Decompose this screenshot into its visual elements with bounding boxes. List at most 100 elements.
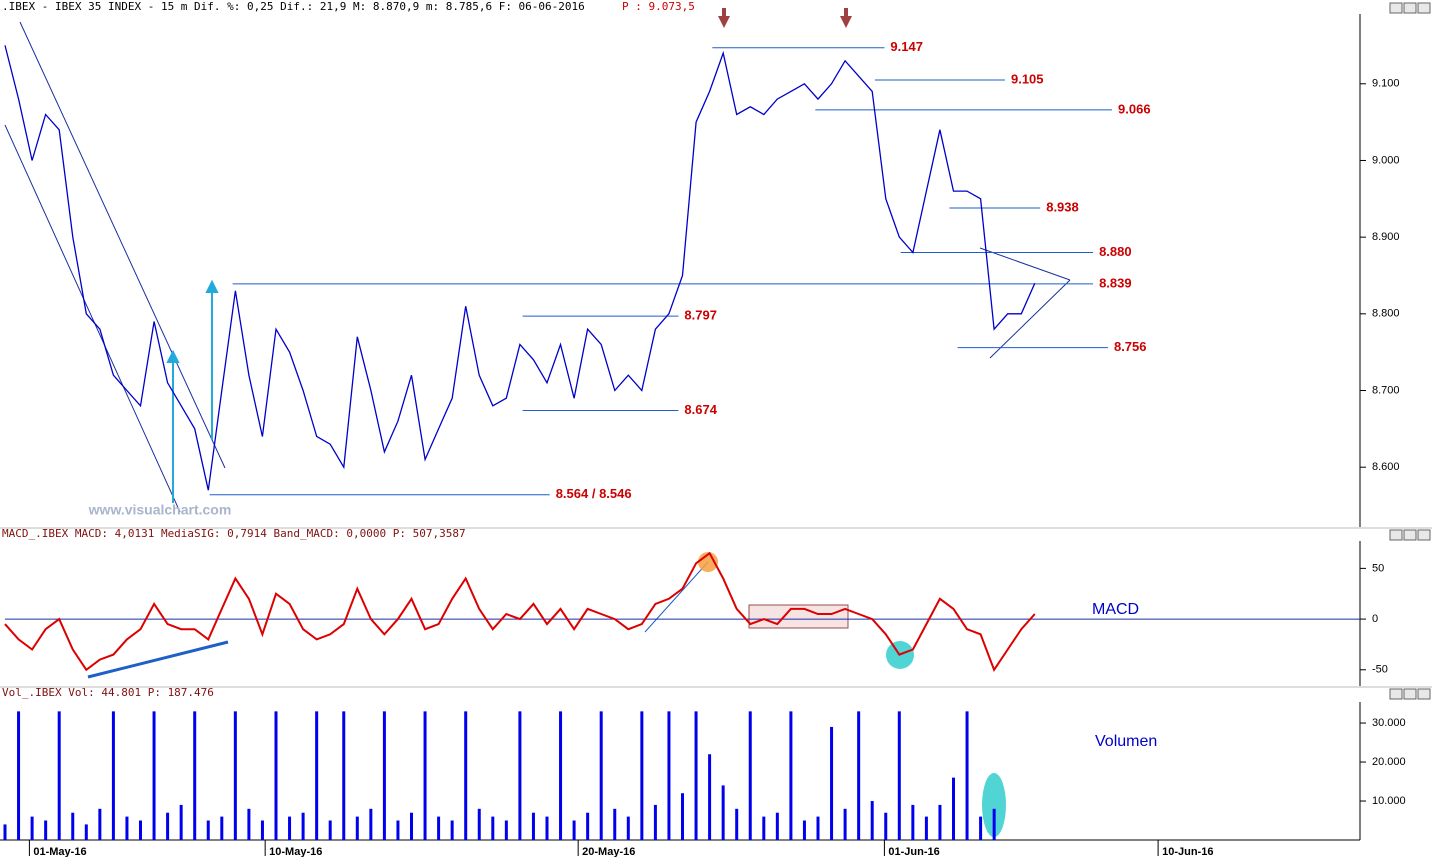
y-tick-label: 10.000: [1372, 795, 1406, 807]
window-buttons[interactable]: [1389, 2, 1431, 700]
volume-bar: [423, 711, 427, 840]
volume-bar: [71, 812, 75, 840]
last-price: P : 9.073,5: [622, 0, 695, 13]
volume-bar: [613, 808, 617, 840]
maximize-button[interactable]: [1403, 529, 1417, 541]
volume-bar: [179, 804, 183, 840]
y-tick-label: 8.800: [1372, 308, 1400, 320]
y-tick-label: 8.600: [1372, 461, 1400, 473]
watermark: www.visualchart.com: [88, 502, 232, 518]
panel-label: MACD: [1092, 601, 1139, 618]
volume-bar: [111, 711, 115, 840]
triangle-line: [989, 279, 1071, 359]
y-tick-label: 9.000: [1372, 154, 1400, 166]
y-tick-label: 20.000: [1372, 756, 1406, 768]
channel-line: [4, 124, 181, 513]
volume-bar: [518, 711, 522, 840]
volume-bar: [450, 820, 454, 840]
volume-bar: [3, 824, 7, 840]
volume-bar: [802, 820, 806, 840]
volume-bar: [708, 754, 712, 840]
volume-bar: [681, 793, 684, 840]
y-tick-label: 8.900: [1372, 231, 1400, 243]
volume-bar: [152, 711, 156, 840]
volume-bar: [57, 711, 61, 840]
volume-bar: [640, 711, 644, 840]
level-label: 8.756: [1114, 339, 1147, 354]
series-line: [4, 551, 1036, 672]
volume-bar: [924, 816, 928, 840]
x-tick-label: 01-Jun-16: [888, 846, 939, 857]
volume-bar: [220, 816, 224, 840]
panel-label: Volumen: [1095, 733, 1157, 750]
y-tick-label: -50: [1372, 664, 1388, 676]
level-label: 9.066: [1118, 101, 1151, 116]
minimize-button[interactable]: [1389, 2, 1403, 14]
volume-bar: [260, 820, 264, 840]
maximize-button[interactable]: [1403, 688, 1417, 700]
volume-bar: [572, 820, 576, 840]
volume-bar: [274, 711, 278, 840]
volume-bar: [477, 808, 481, 840]
volume-bar: [938, 804, 942, 840]
volume-bar: [952, 777, 955, 840]
highlight-ellipse: [982, 773, 1006, 837]
volume-bar: [775, 812, 779, 840]
close-button[interactable]: [1417, 688, 1431, 700]
volume-bar: [166, 812, 170, 840]
level-label: 9.147: [890, 39, 923, 54]
maximize-button[interactable]: [1403, 2, 1417, 14]
volume-bar: [139, 820, 142, 840]
level-label: 8.564 / 8.546: [556, 486, 632, 501]
close-button[interactable]: [1417, 529, 1431, 541]
level-label: 8.938: [1046, 199, 1079, 214]
volume-bar: [870, 801, 874, 840]
volume-bar: [857, 711, 861, 840]
volume-bar: [342, 711, 346, 840]
level-label: 8.839: [1099, 275, 1132, 290]
volume-bar: [789, 711, 793, 840]
volume-bar: [464, 711, 468, 840]
volume-bar: [721, 785, 725, 840]
y-tick-label: 50: [1372, 562, 1384, 574]
triangle-line: [979, 247, 1071, 281]
volume-bar: [504, 820, 508, 840]
volume-bar: [816, 816, 820, 840]
volume-bar: [98, 808, 102, 840]
divergence-line: [644, 561, 709, 633]
minimize-button[interactable]: [1389, 688, 1403, 700]
volume-bar: [491, 816, 495, 840]
volume-bar: [84, 824, 88, 840]
volume-bar: [735, 808, 739, 840]
volume-bar: [437, 816, 441, 840]
volume-bar: [355, 816, 359, 840]
volume-bar: [369, 808, 373, 840]
volume-bar: [586, 812, 590, 840]
volume-bar: [301, 812, 305, 840]
volume-bar: [626, 816, 630, 840]
volume-bar: [17, 711, 21, 840]
y-tick-label: 0: [1372, 613, 1378, 625]
y-tick-label: 30.000: [1372, 717, 1406, 729]
x-tick-label: 10-May-16: [269, 846, 322, 857]
volume-bar: [843, 808, 847, 840]
volume-bar: [559, 711, 563, 840]
volume-bar: [965, 711, 969, 840]
arrow-head: [166, 279, 219, 363]
volume-bar: [193, 711, 197, 840]
close-button[interactable]: [1417, 2, 1431, 14]
minimize-button[interactable]: [1389, 529, 1403, 541]
volume-bar: [44, 820, 48, 840]
volume-header: Vol_.IBEX Vol: 44.801 P: 187.476: [2, 686, 214, 699]
volume-bar: [748, 711, 752, 840]
volume-bar: [830, 726, 834, 840]
volume-bar: [288, 816, 292, 840]
volume-bar: [410, 812, 413, 840]
channel-line: [19, 21, 226, 469]
y-tick-label: 8.700: [1372, 384, 1400, 396]
x-tick-label: 01-May-16: [33, 846, 86, 857]
level-label: 9.105: [1011, 71, 1044, 86]
